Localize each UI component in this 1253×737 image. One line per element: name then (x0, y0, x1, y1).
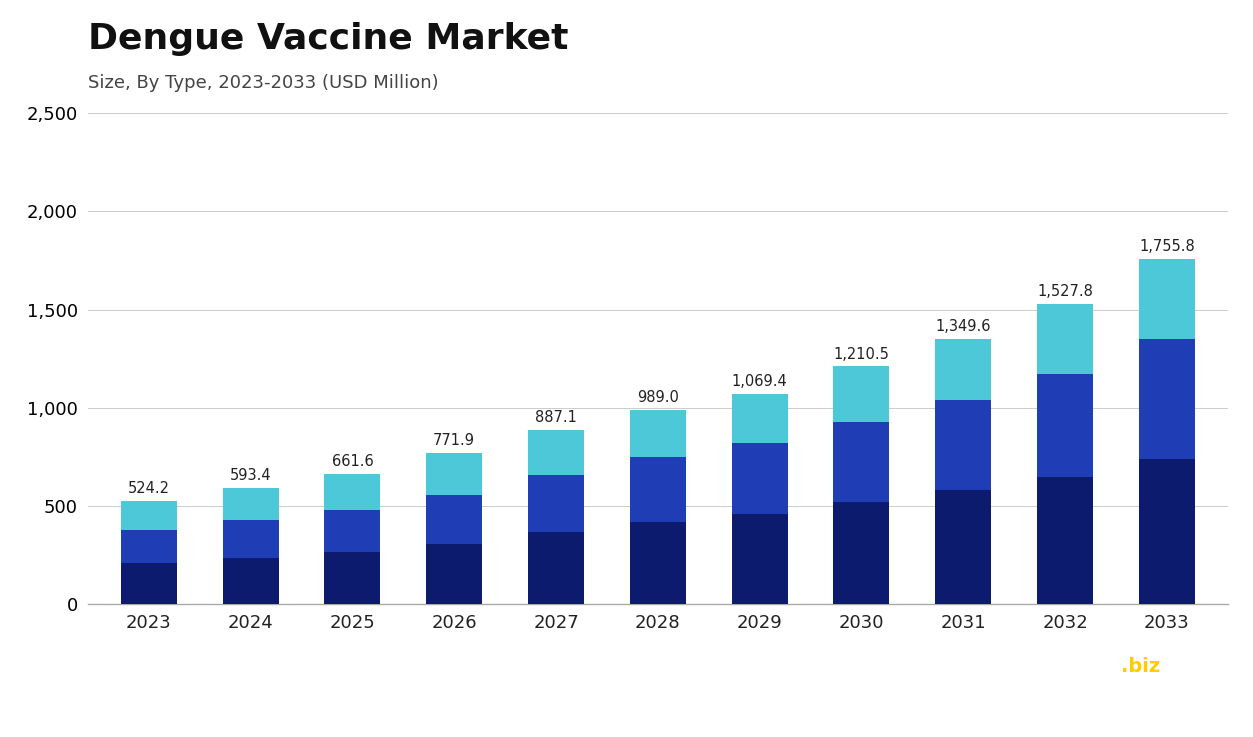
Bar (120, 501, 177, 530)
Bar (223, 488, 278, 520)
Bar (426, 495, 482, 545)
Bar (528, 531, 584, 604)
Bar (223, 558, 278, 604)
Text: 1,210.5: 1,210.5 (833, 346, 890, 362)
Text: .biz: .biz (1121, 657, 1160, 676)
Text: ✓: ✓ (871, 655, 903, 694)
Text: 1,755.8: 1,755.8 (1139, 240, 1194, 254)
Text: 524.2: 524.2 (128, 481, 170, 497)
Bar (426, 545, 482, 604)
Text: MarketResearch: MarketResearch (915, 654, 1144, 678)
Bar (325, 510, 381, 552)
Bar (630, 522, 685, 604)
Bar (1139, 459, 1195, 604)
Text: 13.2%: 13.2% (238, 655, 402, 700)
Text: 1,069.4: 1,069.4 (732, 374, 787, 389)
Bar (120, 563, 177, 604)
Text: 593.4: 593.4 (229, 468, 272, 483)
Bar (630, 457, 685, 522)
Bar (833, 366, 890, 422)
Bar (833, 502, 890, 604)
Text: 887.1: 887.1 (535, 410, 576, 425)
Bar (1037, 374, 1093, 477)
Bar (935, 400, 991, 490)
Text: The Market will Grow
At the CAGR of:: The Market will Grow At the CAGR of: (25, 656, 239, 699)
Text: WIDE RANGE OF GLOBAL MARKET REPORTS: WIDE RANGE OF GLOBAL MARKET REPORTS (915, 700, 1140, 710)
Bar (732, 394, 788, 443)
Bar (528, 475, 584, 531)
Bar (732, 443, 788, 514)
Text: Dengue Vaccine Market: Dengue Vaccine Market (88, 22, 568, 56)
Bar (935, 339, 991, 400)
Text: 771.9: 771.9 (434, 433, 475, 447)
Bar (1139, 339, 1195, 459)
Bar (630, 410, 685, 457)
Text: 1,527.8: 1,527.8 (1037, 284, 1093, 299)
Bar (1139, 259, 1195, 339)
Bar (426, 453, 482, 495)
Text: Size, By Type, 2023-2033 (USD Million): Size, By Type, 2023-2033 (USD Million) (88, 74, 439, 91)
Bar (325, 552, 381, 604)
Bar (223, 520, 278, 558)
Bar (833, 422, 890, 502)
Bar (528, 430, 584, 475)
Text: 989.0: 989.0 (637, 390, 679, 405)
Text: The forecasted market
size for 2033 in USD: The forecasted market size for 2033 in U… (401, 656, 632, 699)
Bar (1037, 477, 1093, 604)
Text: 1,349.6: 1,349.6 (936, 319, 991, 334)
Bar (120, 530, 177, 563)
Bar (935, 490, 991, 604)
Text: 661.6: 661.6 (332, 455, 373, 469)
Bar (1037, 304, 1093, 374)
Bar (732, 514, 788, 604)
Text: $1,755.8M: $1,755.8M (626, 657, 873, 699)
Bar (325, 475, 381, 510)
